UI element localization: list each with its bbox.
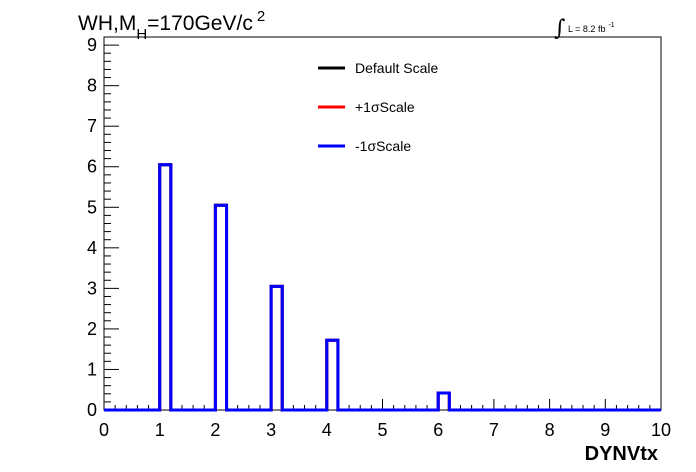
y-tick-label: 6: [87, 157, 97, 177]
chart-title: WH,MH=170GeV/c 2: [78, 8, 265, 43]
y-tick-label: 2: [87, 319, 97, 339]
series-line-2: [104, 163, 661, 412]
histogram-bin: [215, 205, 226, 410]
x-tick-label: 4: [322, 420, 332, 440]
x-axis-title: DYNVtx: [585, 443, 658, 465]
y-tick-label: 8: [87, 76, 97, 96]
x-tick-label: 0: [99, 420, 109, 440]
title-superscript: 2: [257, 8, 265, 25]
histogram-bin: [160, 165, 171, 410]
x-tick-label: 10: [651, 420, 671, 440]
lumi-label: L = 8.2 fb -1: [568, 22, 615, 34]
y-tick-label: 1: [87, 359, 97, 379]
histogram-bin: [271, 286, 282, 410]
y-tick-label: 4: [87, 238, 97, 258]
y-tick-label: 5: [87, 197, 97, 217]
x-tick-label: 6: [433, 420, 443, 440]
histogram-bin: [271, 286, 282, 410]
histogram-bin: [215, 205, 226, 410]
x-tick-label: 3: [266, 420, 276, 440]
lumi-integral-symbol: ∫: [554, 16, 566, 41]
y-tick-label: 0: [87, 400, 97, 420]
lumi-text: L = 8.2 fb: [568, 24, 605, 34]
title-subscript: H: [136, 26, 147, 43]
series-line-0: [104, 163, 661, 412]
legend-label: -1σScale: [355, 138, 411, 154]
legend: Default Scale +1σScale -1σScale: [318, 60, 438, 154]
x-tick-label: 7: [489, 420, 499, 440]
title-main: WH,M: [78, 12, 136, 35]
data-series: [104, 163, 661, 412]
x-tick-label: 8: [545, 420, 555, 440]
histogram-bin: [160, 165, 171, 410]
title-value: =170GeV/c: [147, 12, 253, 35]
x-tick-label: 2: [210, 420, 220, 440]
axes: 0 1 2 3 4 5 6 7 8 9 10 0 1 2 3 4 5 6 7 8 9: [87, 35, 671, 440]
legend-label: +1σScale: [355, 99, 415, 115]
y-tick-label: 7: [87, 116, 97, 136]
lumi-exponent: -1: [608, 22, 614, 29]
legend-label: Default Scale: [355, 60, 438, 76]
histogram-bin: [160, 165, 171, 410]
histogram-bin: [327, 340, 338, 410]
x-tick-label: 9: [600, 420, 610, 440]
x-tick-label: 5: [377, 420, 387, 440]
histogram-bin: [327, 340, 338, 410]
series-line-1: [104, 163, 661, 412]
histogram-bin: [271, 286, 282, 410]
y-tick-label: 3: [87, 278, 97, 298]
histogram-bin: [327, 340, 338, 410]
histogram-bin: [438, 393, 449, 410]
histogram-bin: [438, 393, 449, 410]
plot-frame: [103, 36, 662, 411]
histogram-bin: [438, 393, 449, 410]
x-tick-label: 1: [155, 420, 165, 440]
y-tick-label: 9: [87, 35, 97, 55]
histogram-bin: [215, 205, 226, 410]
